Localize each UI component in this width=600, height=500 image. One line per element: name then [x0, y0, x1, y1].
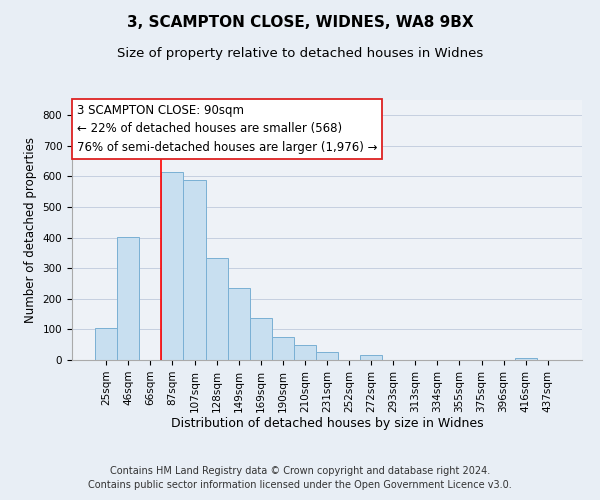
- Bar: [515, 358, 537, 360]
- Text: 3, SCAMPTON CLOSE, WIDNES, WA8 9BX: 3, SCAMPTON CLOSE, WIDNES, WA8 9BX: [127, 15, 473, 30]
- Bar: [161, 172, 184, 360]
- Bar: [117, 236, 139, 360]
- Bar: [316, 352, 338, 360]
- Bar: [184, 180, 206, 360]
- Bar: [272, 337, 294, 360]
- X-axis label: Distribution of detached houses by size in Widnes: Distribution of detached houses by size …: [170, 418, 484, 430]
- Bar: [95, 328, 117, 360]
- Bar: [294, 345, 316, 360]
- Text: 3 SCAMPTON CLOSE: 90sqm
← 22% of detached houses are smaller (568)
76% of semi-d: 3 SCAMPTON CLOSE: 90sqm ← 22% of detache…: [77, 104, 377, 154]
- Bar: [206, 258, 227, 360]
- Bar: [250, 318, 272, 360]
- Bar: [360, 356, 382, 360]
- Y-axis label: Number of detached properties: Number of detached properties: [24, 137, 37, 323]
- Text: Contains HM Land Registry data © Crown copyright and database right 2024.
Contai: Contains HM Land Registry data © Crown c…: [88, 466, 512, 490]
- Text: Size of property relative to detached houses in Widnes: Size of property relative to detached ho…: [117, 48, 483, 60]
- Bar: [227, 288, 250, 360]
